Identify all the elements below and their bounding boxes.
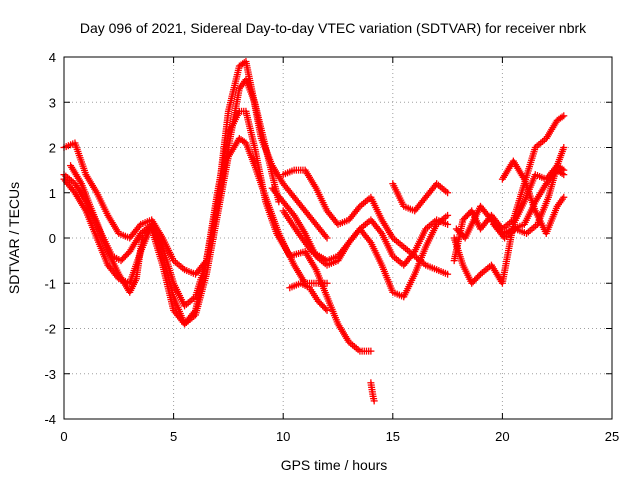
y-tick-label: 1: [49, 186, 56, 201]
series-track-15: [490, 144, 568, 242]
data-point: [558, 170, 566, 178]
data-point: [560, 112, 568, 120]
data-point: [322, 305, 330, 313]
series-track-8: [286, 279, 331, 314]
series-track-14: [498, 157, 568, 237]
data-point: [560, 193, 568, 201]
y-tick-label: 3: [49, 95, 56, 110]
data-point: [558, 113, 566, 121]
plot-frame: [63, 56, 613, 420]
data-point: [367, 347, 375, 355]
data-point: [370, 397, 378, 405]
data-point: [444, 211, 452, 219]
data-point: [560, 144, 568, 151]
y-tick-label: 0: [49, 231, 56, 246]
data-point: [444, 270, 452, 278]
data-point: [323, 234, 331, 242]
series-track-10: [389, 180, 452, 215]
x-tick-label: 15: [386, 429, 400, 444]
data-point: [444, 220, 452, 228]
ticks: 0 5 10 15 20 25 -4 -3 -2 -1 0 1 2 3 4: [44, 50, 619, 444]
data-point: [444, 189, 452, 197]
y-tick-label: -3: [44, 367, 56, 382]
y-axis-label: SDTVAR / TECUs: [6, 182, 22, 294]
data-point: [323, 279, 331, 287]
series-track-9: [367, 379, 378, 405]
y-tick-label: -4: [44, 412, 56, 427]
chart-title: Day 096 of 2021, Sidereal Day-to-day VTE…: [80, 20, 587, 36]
y-tick-label: -1: [44, 276, 56, 291]
data-point: [560, 171, 568, 179]
x-tick-label: 20: [495, 429, 509, 444]
data-point: [323, 306, 331, 314]
y-tick-label: -2: [44, 322, 56, 337]
x-axis-label: GPS time / hours: [281, 457, 388, 473]
x-tick-label: 25: [605, 429, 619, 444]
plot-area: [60, 58, 568, 405]
x-tick-label: 10: [276, 429, 290, 444]
x-tick-label: 0: [60, 429, 67, 444]
y-tick-label: 2: [49, 141, 56, 156]
x-tick-label: 5: [170, 429, 177, 444]
series-track-7: [268, 184, 452, 301]
y-tick-label: 4: [49, 50, 56, 65]
data-point: [475, 272, 483, 280]
